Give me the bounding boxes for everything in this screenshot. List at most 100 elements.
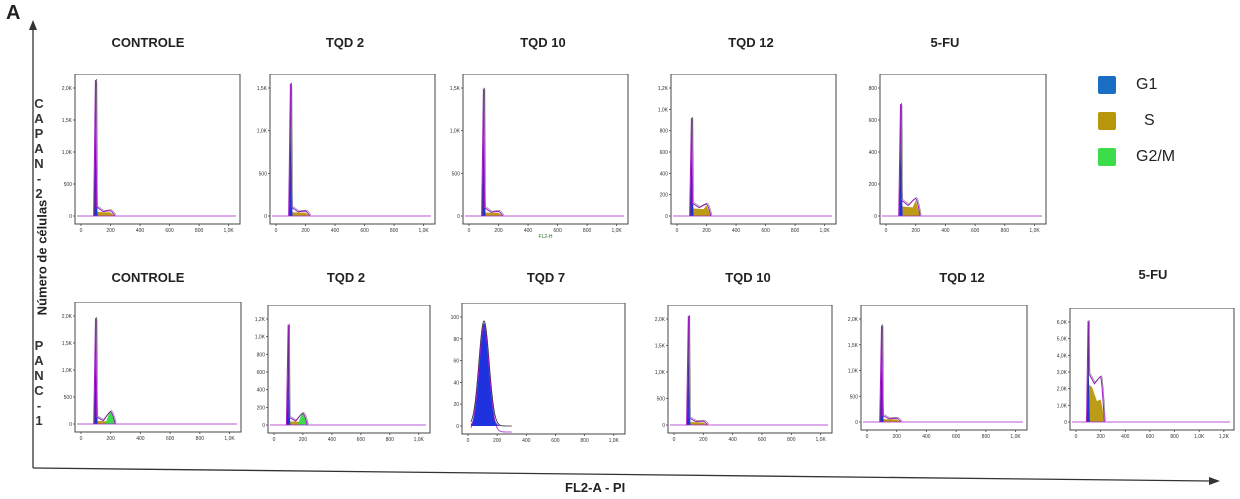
- legend-label-s: S: [1144, 112, 1155, 129]
- x-axis-label: FL2-A - PI: [565, 480, 626, 495]
- legend-label-g1: G1: [1136, 76, 1158, 93]
- x-tick-label: 1,0K: [224, 436, 235, 442]
- s-phase-area: [95, 211, 115, 216]
- y-tick-label: 1,0K: [62, 368, 73, 374]
- x-tick-label: 200: [494, 228, 503, 234]
- g2m-area: [297, 413, 309, 425]
- x-tick-label: 1,0K: [816, 437, 827, 443]
- x-tick-label: 0: [80, 228, 83, 234]
- legend-item-g2m: G2/M: [1098, 148, 1175, 166]
- y-tick-label: 6,0K: [1057, 320, 1068, 326]
- x-tick-label: 400: [524, 228, 533, 234]
- legend-item-g1: G1: [1098, 76, 1175, 94]
- fit-line: [899, 102, 922, 216]
- y-tick-label: 2,0K: [1057, 387, 1068, 393]
- x-tick-label: 1,0K: [819, 228, 830, 234]
- y-tick-label: 1,2K: [255, 317, 266, 323]
- y-tick-label: 400: [257, 388, 266, 394]
- x-tick-label: 0: [273, 437, 276, 443]
- y-tick-label: 500: [850, 394, 859, 400]
- x-tick-label: 1,2K: [1219, 434, 1230, 440]
- fit-line: [690, 117, 713, 216]
- legend-label-g2m: G2/M: [1136, 148, 1176, 165]
- x-tick-label: 1,0K: [611, 228, 622, 234]
- y-tick-label: 2,0K: [655, 317, 666, 323]
- x-tick-label: 800: [1170, 434, 1179, 440]
- legend-swatch-g1: [1098, 76, 1116, 94]
- histogram-line: [689, 117, 712, 217]
- y-tick-label: 1,0K: [848, 369, 859, 375]
- histogram-plot: 0 200 400 600 800 0 200 400 600 800 1,0K: [869, 74, 1047, 234]
- y-tick-label: 1,0K: [257, 129, 268, 135]
- y-tick-label: 1,5K: [655, 344, 666, 350]
- x-tick-label: 200: [702, 228, 711, 234]
- plot-frame: [860, 305, 1028, 431]
- panel-letter: A: [6, 2, 21, 24]
- panel-title: TQD 12: [939, 270, 985, 285]
- fit-line: [880, 324, 903, 422]
- x-tick-label: 400: [328, 437, 337, 443]
- y-tick-label: 500: [657, 397, 666, 403]
- fit-line: [94, 78, 117, 216]
- x-tick-label: 200: [1096, 434, 1105, 440]
- histogram-plot: 0 200 400 600 800 1,0K 1,2K 0 200 400 600 800 1,0K: [658, 74, 837, 234]
- y-tick-label: 500: [64, 182, 73, 188]
- x-tick-label: 200: [493, 438, 502, 444]
- x-tick-label: 0: [275, 228, 278, 234]
- y-tick-label: 0: [1064, 420, 1067, 426]
- x-tick-label: 800: [982, 434, 991, 440]
- fit-line: [470, 326, 512, 433]
- y-tick-label: 0: [69, 214, 72, 220]
- y-tick-label: 1,5K: [62, 118, 73, 124]
- y-tick-label: 400: [869, 150, 878, 156]
- x-tick-label: 200: [699, 437, 708, 443]
- x-tick-label: 800: [196, 436, 205, 442]
- y-tick-label: 1,0K: [655, 370, 666, 376]
- plot-frame: [462, 74, 629, 225]
- histogram-plot: 0 500 1,0K 1,5K 2,0K 0 200 400 600 800 1,0K: [62, 74, 241, 234]
- x-tick-label: 600: [166, 436, 175, 442]
- y-tick-label: 5,0K: [1057, 337, 1068, 343]
- panel-title: 5-FU: [1138, 267, 1168, 282]
- x-tick-label: 400: [732, 228, 741, 234]
- y-tick-label: 0: [855, 420, 858, 426]
- y-tick-label: 1,5K: [450, 86, 461, 92]
- x-tick-label: 400: [522, 438, 531, 444]
- y-tick-label: 0: [456, 424, 459, 430]
- fit-line: [287, 323, 309, 425]
- x-tick-label: 400: [941, 228, 950, 234]
- y-tick-label: 600: [660, 150, 669, 156]
- plot-frame: [74, 302, 242, 433]
- plot-frame: [667, 305, 833, 434]
- y-tick-label: 1,5K: [848, 343, 859, 349]
- x-tick-label: 800: [390, 228, 399, 234]
- s-phase-area: [1085, 383, 1105, 422]
- x-tick-label: 0: [866, 434, 869, 440]
- panel-x-label: FL2-H: [539, 234, 553, 240]
- x-tick-label: 400: [136, 436, 145, 442]
- histogram-line: [898, 103, 921, 217]
- y-tick-label: 1,5K: [257, 86, 268, 92]
- y-tick-label: 2,0K: [62, 314, 73, 320]
- plot-frame: [269, 74, 436, 225]
- y-tick-label: 1,0K: [62, 150, 73, 156]
- y-tick-label: 1,0K: [450, 129, 461, 135]
- legend-swatch-s: [1098, 112, 1116, 130]
- histogram-line: [93, 79, 116, 217]
- x-tick-label: 600: [952, 434, 961, 440]
- legend: G1 S G2/M: [1098, 76, 1175, 166]
- y-tick-label: 400: [660, 171, 669, 177]
- histogram-line: [288, 83, 311, 217]
- y-tick-label: 0: [874, 214, 877, 220]
- histogram-plot: 0 500 1,0K 1,5K 2,0K 0 200 400 600 800 1,0K: [62, 302, 242, 442]
- legend-item-s: S: [1098, 112, 1175, 130]
- x-tick-label: 200: [107, 436, 116, 442]
- panel-title: TQD 10: [725, 270, 771, 285]
- x-tick-label: 0: [673, 437, 676, 443]
- histogram-line: [470, 320, 512, 427]
- x-tick-label: 0: [1075, 434, 1078, 440]
- s-phase-area: [290, 212, 310, 216]
- panel-title: CONTROLE: [111, 35, 185, 50]
- x-tick-label: 200: [106, 228, 115, 234]
- x-tick-label: 200: [912, 228, 921, 234]
